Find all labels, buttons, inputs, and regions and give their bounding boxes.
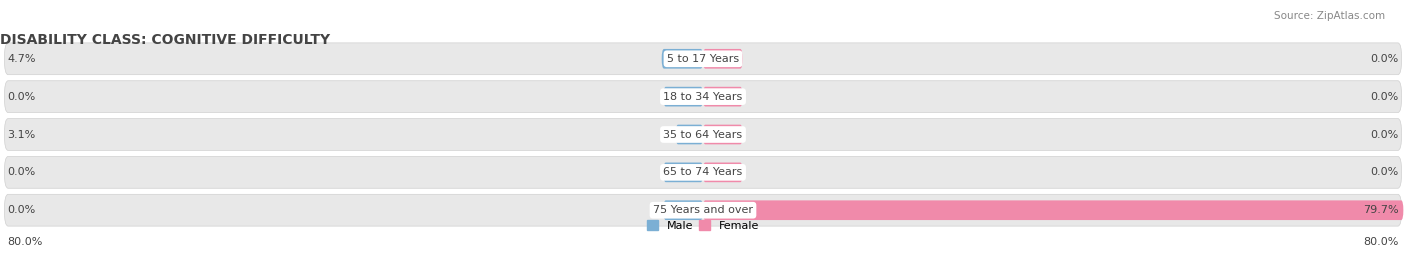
FancyBboxPatch shape [703,125,742,144]
Text: 0.0%: 0.0% [1371,92,1399,102]
Text: 0.0%: 0.0% [7,205,35,215]
Text: 75 Years and over: 75 Years and over [652,205,754,215]
FancyBboxPatch shape [703,87,742,107]
Text: 18 to 34 Years: 18 to 34 Years [664,92,742,102]
Legend: Male, Female: Male, Female [643,216,763,235]
Text: 80.0%: 80.0% [1364,237,1399,247]
Text: 80.0%: 80.0% [7,237,42,247]
FancyBboxPatch shape [4,194,1402,226]
Text: DISABILITY CLASS: COGNITIVE DIFFICULTY: DISABILITY CLASS: COGNITIVE DIFFICULTY [0,33,330,47]
Text: 0.0%: 0.0% [7,167,35,177]
FancyBboxPatch shape [4,81,1402,112]
FancyBboxPatch shape [4,119,1402,150]
FancyBboxPatch shape [703,49,742,69]
Text: 0.0%: 0.0% [7,92,35,102]
FancyBboxPatch shape [662,49,703,69]
FancyBboxPatch shape [703,200,1403,220]
FancyBboxPatch shape [664,200,703,220]
FancyBboxPatch shape [4,157,1402,188]
Text: 0.0%: 0.0% [1371,54,1399,64]
FancyBboxPatch shape [703,162,742,182]
Text: Source: ZipAtlas.com: Source: ZipAtlas.com [1274,11,1385,21]
Text: 5 to 17 Years: 5 to 17 Years [666,54,740,64]
Text: 35 to 64 Years: 35 to 64 Years [664,129,742,140]
Text: 0.0%: 0.0% [1371,167,1399,177]
FancyBboxPatch shape [664,162,703,182]
Text: 79.7%: 79.7% [1364,205,1399,215]
FancyBboxPatch shape [4,43,1402,75]
FancyBboxPatch shape [676,125,703,144]
Text: 4.7%: 4.7% [7,54,35,64]
Text: 3.1%: 3.1% [7,129,35,140]
FancyBboxPatch shape [664,87,703,107]
Text: 0.0%: 0.0% [1371,129,1399,140]
Text: 65 to 74 Years: 65 to 74 Years [664,167,742,177]
